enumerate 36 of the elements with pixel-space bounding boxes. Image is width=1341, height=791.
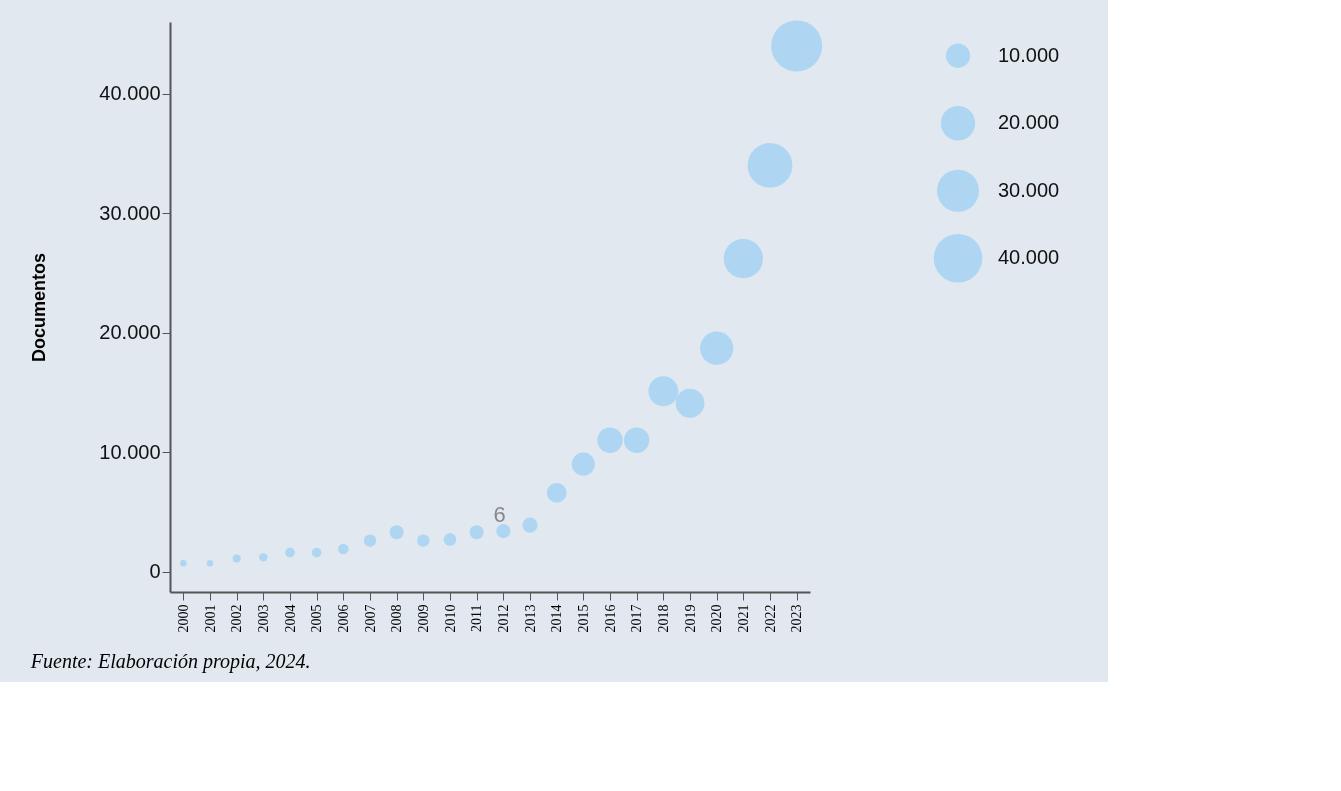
y-tick-label: 10.000	[99, 440, 161, 463]
x-tick-label: 2011	[469, 604, 485, 632]
x-tick-label: 2016	[602, 604, 618, 633]
legend-label: 30.000	[998, 178, 1060, 201]
y-tick-label: 0	[149, 560, 161, 583]
x-tick-label: 2023	[789, 604, 805, 633]
x-tick-label: 2015	[575, 604, 591, 633]
x-tick-label: 2010	[442, 604, 458, 633]
x-tick-label: 2022	[762, 604, 778, 633]
x-tick-label: 2020	[709, 604, 725, 633]
legend-label: 20.000	[998, 111, 1060, 134]
source-note: Fuente: Elaboración propia, 2024.	[29, 650, 311, 673]
x-tick-label: 2018	[655, 604, 671, 633]
legend-label: 40.000	[998, 246, 1060, 269]
x-tick-label: 2013	[522, 604, 538, 633]
y-tick-label: 40.000	[99, 82, 161, 105]
legend-label: 10.000	[998, 43, 1060, 66]
y-tick-label: 30.000	[99, 201, 161, 224]
x-tick-label: 2005	[309, 604, 325, 633]
y-tick-label: 20.000	[99, 321, 161, 344]
x-tick-label: 2014	[549, 604, 565, 633]
x-tick-label: 2009	[415, 604, 431, 633]
x-tick-label: 2021	[735, 604, 751, 633]
x-tick-label: 2008	[389, 604, 405, 633]
x-tick-label: 2017	[629, 604, 645, 633]
annotation: 6	[493, 502, 506, 528]
x-tick-label: 2007	[362, 604, 378, 633]
x-tick-label: 2019	[682, 604, 698, 633]
y-axis-title: Documentos	[29, 252, 50, 363]
x-tick-label: 2000	[175, 604, 191, 633]
x-tick-label: 2001	[202, 604, 218, 633]
x-tick-label: 2002	[229, 604, 245, 633]
x-tick-label: 2006	[335, 604, 351, 633]
x-tick-label: 2003	[255, 604, 271, 633]
x-tick-label: 2012	[495, 604, 511, 633]
x-tick-label: 2004	[282, 604, 298, 633]
